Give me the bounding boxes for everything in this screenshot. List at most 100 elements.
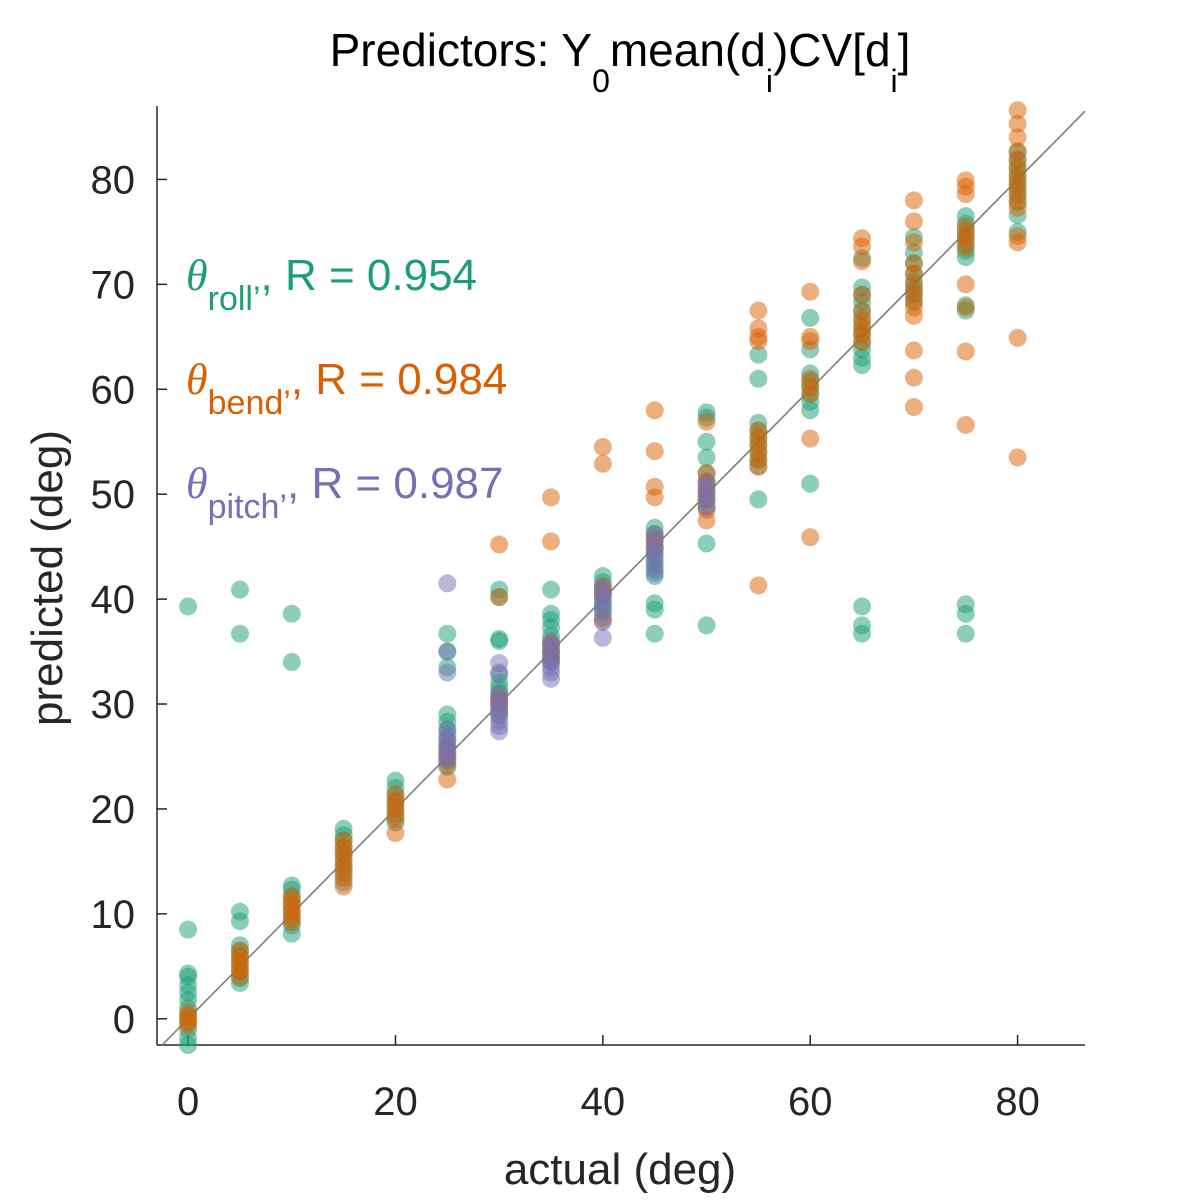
point-roll (801, 401, 820, 420)
point-bend (438, 770, 457, 789)
title-mid: mean(d (610, 24, 766, 76)
point-roll (749, 345, 768, 364)
y-tick-label: 80 (91, 158, 136, 202)
x-tick-label: 80 (995, 1080, 1040, 1124)
point-roll (179, 597, 198, 616)
x-axis-label: actual (deg) (504, 1145, 736, 1194)
point-pitch (438, 574, 457, 593)
tick-labels: 0 20 40 60 80 0 10 20 30 40 50 60 70 80 (91, 158, 1040, 1124)
point-roll (438, 624, 457, 643)
point-bend (697, 412, 716, 431)
point-bend (853, 252, 872, 271)
point-bend (956, 298, 975, 317)
point-bend (956, 238, 975, 257)
point-bend (749, 576, 768, 595)
point-roll (282, 653, 301, 672)
chart-title: Predictors: Y0mean(di)CV[di] (330, 24, 911, 99)
point-bend (593, 454, 612, 473)
y-tick-label: 0 (113, 998, 135, 1042)
legend-theta: θ (186, 355, 208, 404)
point-pitch (593, 628, 612, 647)
y-tick-label: 30 (91, 683, 136, 727)
legend-value: , R = 0.987 (287, 459, 503, 508)
legend-subscript: bend’ (208, 384, 291, 422)
point-bend (542, 532, 561, 551)
point-roll (645, 600, 664, 619)
legend-entry-pitch: θpitch’, R = 0.987 (186, 459, 503, 526)
identity-line (161, 110, 1086, 1046)
point-bend (1008, 328, 1027, 347)
point-bend (230, 967, 249, 986)
point-bend (853, 333, 872, 352)
point-bend (1008, 448, 1027, 467)
point-bend (645, 442, 664, 461)
point-bend (801, 282, 820, 301)
point-bend (542, 488, 561, 507)
point-bend (904, 341, 923, 360)
data-points (179, 101, 1027, 1054)
x-tick-label: 40 (581, 1080, 626, 1124)
point-bend (645, 401, 664, 420)
legend-subscript: pitch’ (208, 488, 287, 526)
x-tick-label: 20 (373, 1080, 418, 1124)
point-roll (230, 580, 249, 599)
x-tick-label: 60 (788, 1080, 833, 1124)
point-bend (904, 306, 923, 325)
point-bend (1008, 101, 1027, 120)
y-tick-label: 20 (91, 788, 136, 832)
legend-subscript: roll’ (208, 280, 261, 318)
point-bend (179, 1016, 198, 1035)
point-bend (334, 877, 353, 896)
series-pitch (438, 472, 716, 770)
legend-theta: θ (186, 459, 208, 508)
title-suffix: ] (898, 24, 911, 76)
point-pitch (490, 722, 509, 741)
point-bend (697, 511, 716, 530)
point-pitch (697, 497, 716, 516)
point-bend (904, 233, 923, 252)
point-bend (956, 342, 975, 361)
y-tick-label: 60 (91, 368, 136, 412)
point-roll (853, 597, 872, 616)
point-roll (749, 369, 768, 388)
y-tick-label: 40 (91, 578, 136, 622)
point-bend (956, 415, 975, 434)
point-bend (593, 437, 612, 456)
point-roll (749, 490, 768, 509)
title-sub-0: 0 (592, 63, 610, 99)
point-roll (853, 356, 872, 375)
point-roll (697, 616, 716, 635)
point-pitch (438, 751, 457, 770)
point-bend (490, 535, 509, 554)
point-pitch (438, 663, 457, 682)
point-bend (1008, 114, 1027, 133)
point-bend (801, 332, 820, 351)
point-pitch (438, 642, 457, 661)
point-bend (282, 913, 301, 932)
title-prefix: Predictors: Y (330, 24, 592, 76)
point-bend (490, 588, 509, 607)
point-roll (542, 580, 561, 599)
point-bend (749, 332, 768, 351)
point-roll (697, 534, 716, 553)
point-roll (179, 920, 198, 939)
point-bend (386, 824, 405, 843)
axes (156, 106, 1085, 1046)
point-roll (282, 604, 301, 623)
point-roll (230, 624, 249, 643)
point-bend (386, 810, 405, 829)
point-pitch (645, 563, 664, 582)
y-tick-label: 10 (91, 893, 136, 937)
point-roll (801, 308, 820, 327)
y-axis-label: predicted (deg) (23, 430, 72, 726)
point-roll (230, 912, 249, 931)
legend-entry-bend: θbend’, R = 0.984 (186, 355, 507, 422)
point-bend (801, 384, 820, 403)
point-bend (904, 398, 923, 417)
point-pitch (593, 613, 612, 632)
point-bend (956, 275, 975, 294)
legend-value: , R = 0.954 (261, 251, 477, 300)
point-roll (956, 624, 975, 643)
title-mid2: )CV[d (773, 24, 891, 76)
